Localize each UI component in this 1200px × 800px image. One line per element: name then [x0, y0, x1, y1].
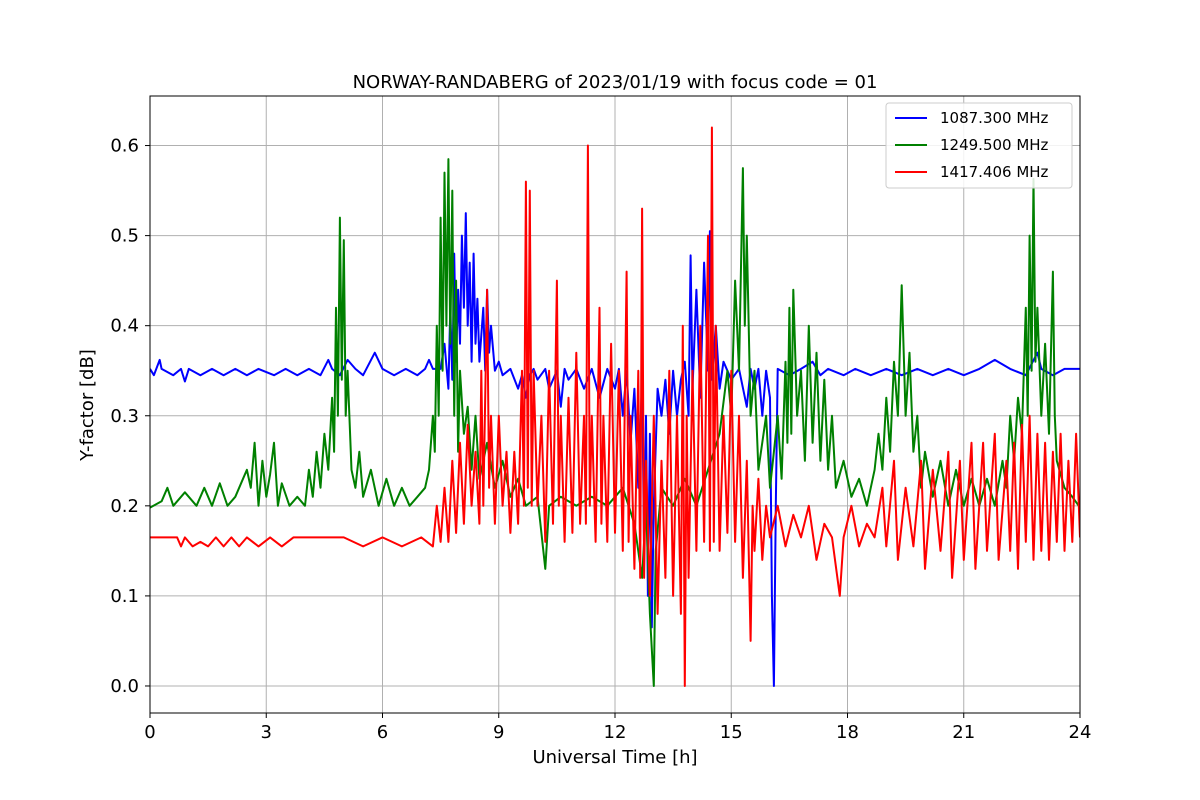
- x-tick-label: 21: [952, 722, 975, 743]
- x-tick-label: 3: [261, 722, 272, 743]
- legend: 1087.300 MHz 1249.500 MHz 1417.406 MHz: [885, 102, 1073, 189]
- y-tick-label: 0.3: [110, 406, 139, 427]
- x-tick-label: 12: [604, 722, 627, 743]
- chart-title: NORWAY-RANDABERG of 2023/01/19 with focu…: [353, 72, 878, 93]
- x-axis-title: Universal Time [h]: [532, 747, 697, 768]
- legend-label: 1087.300 MHz: [940, 109, 1049, 127]
- series-lines: [150, 126, 1080, 687]
- y-tick-label: 0.0: [110, 676, 139, 697]
- y-tick-label: 0.1: [110, 586, 139, 607]
- x-tick-label: 15: [720, 722, 743, 743]
- y-tick-label: 0.5: [110, 226, 139, 247]
- y-tick-label: 0.6: [110, 136, 139, 157]
- legend-box: [885, 102, 1073, 189]
- legend-label: 1249.500 MHz: [940, 136, 1049, 154]
- y-axis: 0.0 0.1 0.2 0.3 0.4 0.5 0.6: [110, 136, 150, 697]
- y-tick-label: 0.4: [110, 316, 139, 337]
- x-tick-label: 6: [377, 722, 388, 743]
- x-tick-label: 0: [144, 722, 155, 743]
- y-tick-label: 0.2: [110, 496, 139, 517]
- y-axis-title: Y-factor [dB]: [77, 349, 98, 462]
- x-tick-label: 9: [493, 722, 504, 743]
- series-line-1: [150, 212, 1080, 687]
- series-line-3: [150, 126, 1080, 687]
- x-tick-label: 24: [1069, 722, 1092, 743]
- legend-label: 1417.406 MHz: [940, 163, 1049, 181]
- x-axis: 0 3 6 9 12 15 18 21 24: [144, 713, 1091, 743]
- x-tick-label: 18: [836, 722, 859, 743]
